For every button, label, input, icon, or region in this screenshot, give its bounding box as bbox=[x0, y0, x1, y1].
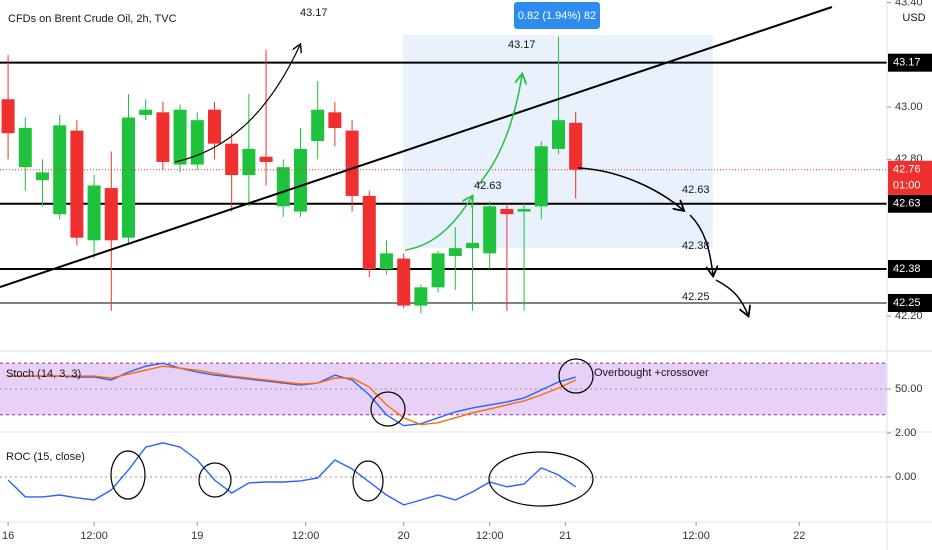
annotation: Overbought +crossover bbox=[594, 367, 709, 379]
candle-body bbox=[259, 156, 273, 162]
candle-body bbox=[431, 253, 445, 288]
x-tick-label: 20 bbox=[398, 530, 410, 542]
level-label: 43.17 bbox=[893, 57, 921, 69]
last-price-label: 42.76 bbox=[893, 164, 921, 176]
candle-body bbox=[104, 188, 118, 241]
candle-body bbox=[18, 127, 32, 168]
level-box bbox=[888, 53, 932, 72]
candle-body bbox=[551, 120, 565, 149]
candle-body bbox=[328, 112, 342, 128]
candle-body bbox=[35, 172, 49, 181]
series-line bbox=[8, 362, 576, 427]
level-label: 42.25 bbox=[893, 297, 921, 309]
candle-body bbox=[397, 258, 411, 306]
measure-label-box bbox=[514, 2, 600, 29]
series-line bbox=[7, 442, 577, 506]
candle-body bbox=[569, 122, 583, 170]
arrow bbox=[577, 167, 683, 210]
arrow bbox=[689, 214, 713, 275]
candle-body bbox=[311, 109, 325, 142]
level-box bbox=[888, 260, 932, 279]
chart-title: CFDs on Brent Crude Oil, 2h, TVC bbox=[8, 13, 177, 25]
annotation: 42.63 bbox=[474, 180, 502, 192]
candle-body bbox=[500, 208, 514, 215]
x-tick-label: 16 bbox=[2, 530, 14, 542]
x-tick-label: 12:00 bbox=[292, 530, 320, 542]
candle-body bbox=[121, 117, 135, 238]
x-tick-label: 12:00 bbox=[80, 530, 108, 542]
y-tick-label: 42.20 bbox=[895, 310, 923, 322]
trend-line bbox=[0, 6, 833, 288]
last-price-box bbox=[888, 160, 932, 195]
y-tick-label: 0.00 bbox=[895, 471, 916, 483]
candle-body bbox=[190, 120, 204, 165]
arrow bbox=[715, 279, 748, 315]
x-tick-label: 21 bbox=[559, 530, 571, 542]
currency: USD bbox=[902, 12, 925, 24]
candle-body bbox=[534, 146, 548, 207]
x-tick-label: 19 bbox=[191, 530, 203, 542]
arrow bbox=[174, 45, 300, 163]
candle-body bbox=[379, 253, 393, 270]
candle-body bbox=[242, 148, 256, 175]
candle-body bbox=[207, 109, 221, 144]
candle-body bbox=[448, 248, 462, 256]
arrow bbox=[404, 197, 472, 251]
level-box bbox=[888, 293, 932, 312]
measure-label: 0.82 (1.94%) 82 bbox=[518, 10, 596, 22]
level-label: 42.38 bbox=[893, 263, 921, 275]
candle-body bbox=[53, 125, 67, 215]
candle-body bbox=[225, 143, 239, 175]
band bbox=[0, 363, 887, 415]
pane-title: ROC (15, close) bbox=[6, 451, 85, 463]
candle-body bbox=[362, 195, 376, 270]
candle-body bbox=[345, 130, 359, 196]
annotation: 42.25 bbox=[682, 291, 710, 303]
candle-body bbox=[483, 206, 497, 254]
pane-title: Stoch (14, 3, 3) bbox=[6, 368, 81, 380]
annotation: 42.63 bbox=[682, 184, 710, 196]
level-box bbox=[888, 194, 932, 213]
candle-body bbox=[139, 109, 153, 115]
series-line bbox=[8, 365, 576, 426]
annotation: 43.17 bbox=[508, 39, 536, 51]
candle-body bbox=[87, 185, 101, 241]
y-tick-label: 50.00 bbox=[895, 383, 923, 395]
level-label: 42.63 bbox=[893, 198, 921, 210]
candle-body bbox=[173, 109, 187, 165]
arrow bbox=[477, 75, 522, 186]
countdown: 01:00 bbox=[893, 180, 921, 192]
x-tick-label: 12:00 bbox=[476, 530, 504, 542]
candle-body bbox=[414, 287, 428, 306]
y-tick-label: 43.40 bbox=[895, 0, 923, 9]
y-tick-label: 43.00 bbox=[895, 101, 923, 113]
annotation: 42.38 bbox=[682, 240, 710, 252]
x-tick-label: 12:00 bbox=[682, 530, 710, 542]
y-tick-label: 2.00 bbox=[895, 427, 916, 439]
candle-body bbox=[1, 99, 15, 134]
x-tick-label: 22 bbox=[793, 530, 805, 542]
candle-body bbox=[276, 167, 290, 207]
circles bbox=[110, 358, 594, 507]
annotation: 43.17 bbox=[300, 7, 328, 19]
candle-body bbox=[156, 112, 170, 162]
candle-body bbox=[465, 242, 479, 249]
candle-body bbox=[517, 208, 531, 212]
candle-body bbox=[293, 148, 307, 212]
candle-body bbox=[70, 130, 84, 238]
